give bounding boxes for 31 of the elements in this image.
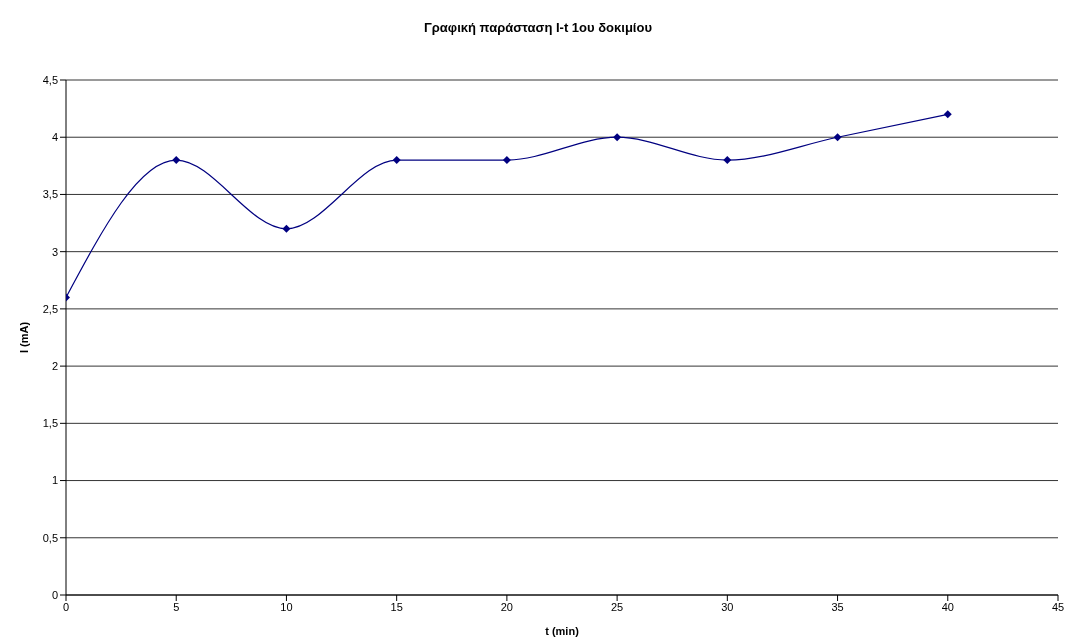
x-tick-label: 30 <box>721 600 734 613</box>
x-axis-title: t (min) <box>545 625 580 637</box>
y-tick-label: 2,5 <box>42 302 58 315</box>
point <box>613 133 622 142</box>
x-tick-label: 25 <box>610 600 624 613</box>
x-tick-label: 10 <box>280 600 293 613</box>
x-tick-label: 0 <box>62 600 70 613</box>
point <box>172 156 181 165</box>
x-tick-label: 5 <box>173 600 180 613</box>
point <box>833 133 842 142</box>
y-tick-label: 0 <box>51 588 58 601</box>
x-tick-label: 40 <box>941 600 954 613</box>
y-tick-label: 4,5 <box>42 73 58 86</box>
y-tick-label: 2 <box>51 360 58 373</box>
point <box>392 156 401 165</box>
y-tick-label: 1,5 <box>42 417 58 430</box>
y-tick-label: 1 <box>51 474 58 487</box>
x-tick-label: 45 <box>1051 600 1065 613</box>
point <box>282 224 291 233</box>
chart-title: Γραφική παράσταση I-t 1ου δοκιμίου <box>423 19 653 37</box>
y-tick-label: 3 <box>51 245 58 258</box>
point <box>723 156 732 165</box>
x-tick-label: 35 <box>831 600 844 613</box>
y-tick-label: 4 <box>51 131 58 144</box>
y-tick-label: 3,5 <box>42 188 58 201</box>
y-axis-title: I (mA) <box>17 321 30 354</box>
y-tick-label: 0,5 <box>42 531 58 544</box>
x-tick-label: 20 <box>500 600 514 613</box>
point <box>943 110 952 119</box>
x-tick-label: 15 <box>390 600 403 613</box>
point <box>502 156 511 165</box>
